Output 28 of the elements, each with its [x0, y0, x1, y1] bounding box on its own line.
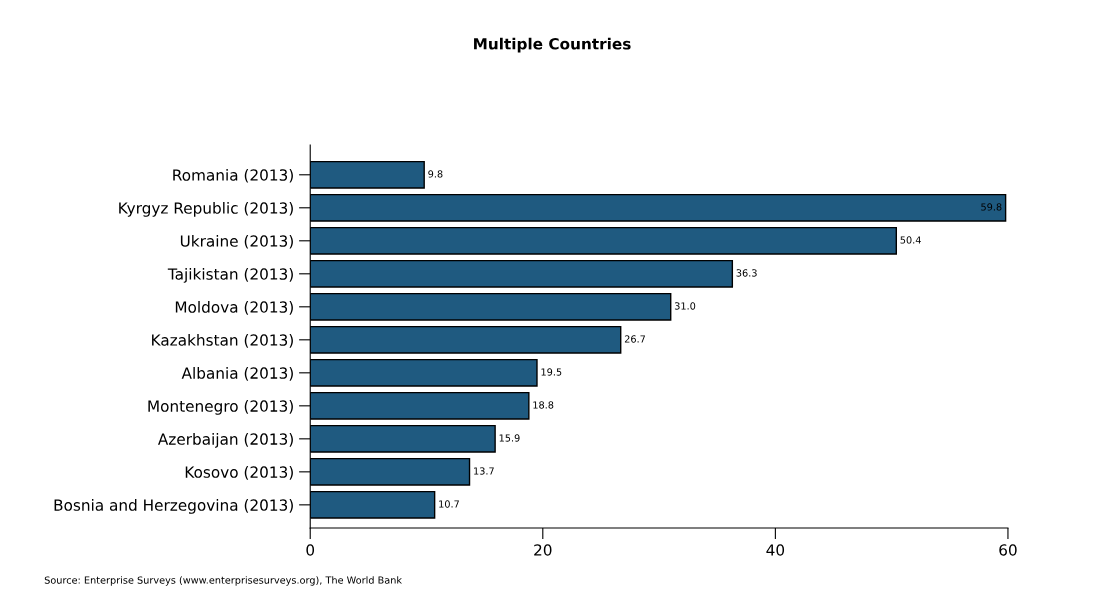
- x-tick-label: 40: [766, 544, 785, 556]
- data-label: 9.8: [428, 170, 443, 178]
- y-tick-label: Romania (2013): [173, 168, 293, 183]
- chart-title: Multiple Countries: [474, 37, 631, 53]
- y-tick-label: Azerbaijan (2013): [157, 433, 293, 448]
- data-label: 36.3: [736, 269, 757, 277]
- y-tick-label: Ukraine (2013): [180, 235, 293, 249]
- source-note: Source: Enterprise Surveys (www.enterprisesurveys.org), The World Bank: [44, 576, 402, 586]
- y-tick-label: Moldova (2013): [175, 301, 293, 315]
- y-tick-label: Kosovo (2013): [185, 466, 293, 480]
- data-label: 59.8: [981, 203, 1002, 211]
- data-label: 10.7: [439, 500, 459, 508]
- y-tick-label: Kyrgyz Republic (2013): [119, 201, 293, 217]
- data-label: 18.8: [533, 401, 554, 409]
- data-label: 13.7: [474, 467, 494, 475]
- x-tick-label: 60: [999, 544, 1017, 556]
- y-tick-label: Montenegro (2013): [148, 400, 293, 415]
- x-tick-label: 0: [306, 544, 315, 556]
- y-tick-label: Tajikistan (2013): [167, 268, 293, 283]
- data-label: 19.5: [541, 368, 562, 376]
- data-label: 31.0: [674, 302, 696, 310]
- y-tick-label: Albania (2013): [181, 367, 293, 381]
- x-tick-label: 20: [534, 544, 552, 556]
- data-label: 50.4: [900, 236, 921, 244]
- y-tick-label: Kazakhstan (2013): [152, 334, 293, 348]
- data-label: 15.9: [499, 434, 520, 442]
- y-tick-label: Bosnia and Herzegovina (2013): [54, 499, 293, 514]
- data-label: 26.7: [624, 335, 646, 343]
